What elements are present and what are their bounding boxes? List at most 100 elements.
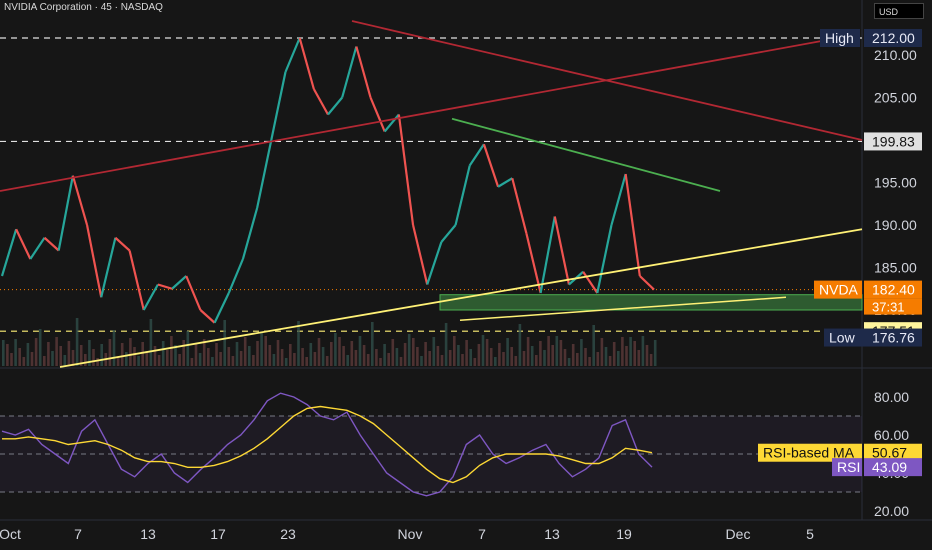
volume-bar <box>637 350 641 366</box>
volume-bar <box>600 338 604 366</box>
price-segment <box>312 88 329 116</box>
volume-bar <box>157 355 161 366</box>
price-segment <box>199 309 216 324</box>
volume-bar <box>79 345 83 366</box>
volume-bar <box>391 339 395 366</box>
currency-selector[interactable]: USD <box>874 3 924 19</box>
volume-bar <box>383 344 386 366</box>
price-segment <box>582 271 599 294</box>
volume-bar <box>231 356 235 366</box>
volume-bar <box>276 340 280 366</box>
price-segment <box>454 165 471 226</box>
price-segment <box>383 113 400 133</box>
price-segment <box>327 96 344 116</box>
volume-bar <box>297 321 300 366</box>
volume-bar <box>313 352 317 366</box>
price-tick-label: 190.00 <box>874 217 917 233</box>
volume-bar <box>289 344 292 366</box>
volume-bar <box>268 345 272 366</box>
volume-bar <box>366 354 370 366</box>
volume-bar <box>485 339 489 366</box>
volume-bar <box>63 355 67 366</box>
volume-bar <box>498 343 501 366</box>
volume-bar <box>186 331 190 366</box>
volume-bar <box>38 329 42 366</box>
price-series <box>0 37 655 324</box>
volume-bar <box>239 351 243 366</box>
volume-bar <box>432 337 436 366</box>
rsi-tick-label: 60.00 <box>874 427 909 443</box>
volume-bar <box>207 348 210 366</box>
price-segment <box>539 216 556 294</box>
volume-bar <box>170 336 173 366</box>
volume-bar <box>596 352 600 366</box>
volume-bar <box>617 351 620 366</box>
volume-bar <box>194 344 198 366</box>
volume-bar <box>350 341 354 366</box>
volume-bar <box>120 343 124 366</box>
volume-bar <box>354 350 358 366</box>
yellow-zone-line <box>459 296 787 321</box>
volume-bar <box>309 343 313 366</box>
volume-bar <box>112 330 116 366</box>
volume-bar <box>428 351 431 366</box>
rsi-badge-label-bg <box>832 458 862 477</box>
volume-bar <box>633 341 636 366</box>
volume-bar <box>223 320 226 366</box>
volume-bars <box>2 318 657 366</box>
level-badge-199: 199.83 <box>864 132 922 151</box>
high-badge-value-bg <box>864 29 922 47</box>
price-segment <box>15 228 32 260</box>
volume-bar <box>133 347 136 366</box>
volume-bar <box>125 352 128 366</box>
volume-bar <box>375 349 378 366</box>
volume-bar <box>477 344 481 366</box>
volume-bar <box>412 338 415 366</box>
price-tick-label: 210.00 <box>874 47 917 63</box>
price-segment <box>71 175 89 226</box>
volume-bar <box>502 352 505 366</box>
volume-bar <box>547 336 550 366</box>
level-badge-199-value: 199.83 <box>872 133 915 149</box>
low-badge-value-bg <box>864 328 922 347</box>
volume-bar <box>96 358 99 366</box>
price-tick-label: 205.00 <box>874 90 917 106</box>
volume-bar <box>379 358 382 366</box>
volume-bar <box>272 354 276 366</box>
volume-bar <box>47 342 50 366</box>
price-segment <box>511 177 528 234</box>
high-badge-label: High <box>825 30 854 46</box>
nvda-badge-label: NVDA <box>819 282 859 298</box>
volume-bar <box>399 357 403 366</box>
volume-bar <box>469 349 472 366</box>
price-segment <box>29 237 46 260</box>
volume-bar <box>26 343 30 366</box>
volume-bar <box>190 358 194 366</box>
volume-bar <box>75 318 79 366</box>
volume-bar <box>551 345 554 366</box>
volume-bar <box>440 355 444 366</box>
volume-bar <box>260 332 263 366</box>
volume-bar <box>342 346 345 366</box>
price-segment <box>114 236 131 252</box>
volume-bar <box>293 353 296 366</box>
countdown-value: 37:31 <box>872 300 905 315</box>
volume-bar <box>88 340 91 366</box>
rsi-ma-line <box>2 405 653 484</box>
price-segment <box>610 173 627 226</box>
time-tick-label: 23 <box>280 526 296 542</box>
volume-bar <box>510 347 513 366</box>
volume-bar <box>358 336 362 366</box>
price-tick-label: 185.00 <box>874 260 917 276</box>
price-segment <box>43 236 60 252</box>
rsi-tick-label: 20.00 <box>874 503 909 519</box>
volume-bar <box>424 342 427 366</box>
price-segment <box>142 283 159 311</box>
volume-bar <box>182 340 185 366</box>
volume-bar <box>178 354 181 366</box>
volume-bar <box>494 357 497 366</box>
volume-bar <box>108 339 112 366</box>
volume-bar <box>280 349 284 366</box>
volume-bar <box>161 341 165 366</box>
